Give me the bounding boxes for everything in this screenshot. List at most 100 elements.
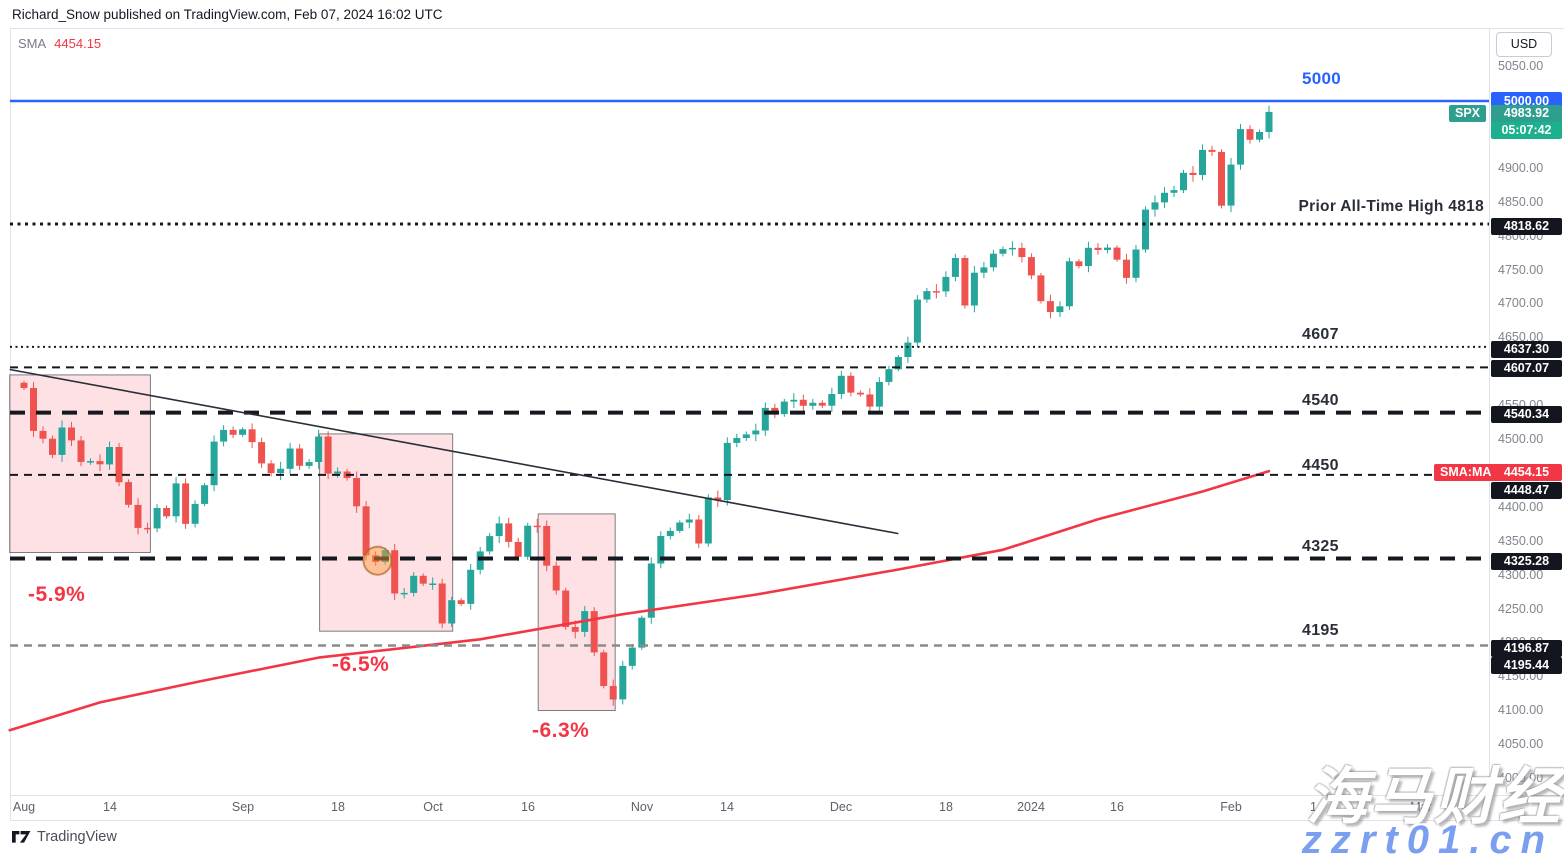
candle-down [39, 430, 47, 439]
candle-down [296, 448, 304, 466]
watermark-chinese: 海马财经 [1305, 763, 1562, 832]
candle-down [391, 550, 399, 594]
price-tick: 4400.00 [1498, 499, 1544, 514]
candle-down [115, 447, 123, 483]
candle-up [761, 407, 769, 431]
currency-button[interactable]: USD [1496, 32, 1552, 57]
price-tick: 4250.00 [1498, 601, 1544, 616]
candle-up [58, 427, 66, 455]
annotation-4450: 4450 [1302, 457, 1339, 474]
candle-up [942, 276, 950, 292]
candle-up [1084, 247, 1092, 267]
time-axis[interactable]: Aug 14 Sep 18 Oct 16 Nov 14 Dec 18 2024 16 Feb 14 Mar [0, 796, 1564, 820]
candle-up [752, 430, 760, 435]
annotation-4540: 4540 [1302, 392, 1339, 409]
candle-down [68, 427, 75, 441]
sma-line [8, 469, 1271, 732]
candle-up [476, 551, 484, 570]
candle-down [856, 392, 864, 395]
candle-up [619, 665, 627, 700]
candle-down [258, 442, 266, 464]
candle-up [828, 394, 836, 406]
candle-up [913, 299, 921, 343]
candle-up [486, 536, 494, 552]
time-label: 16 [521, 800, 535, 814]
candle-up [467, 569, 475, 604]
candle-up [495, 523, 503, 537]
candle-up [277, 468, 285, 474]
candle-up [885, 369, 893, 382]
drawdown-box [319, 433, 454, 632]
price-tick: 4500.00 [1498, 432, 1544, 446]
indicator-legend[interactable]: SMA 4454.15 [18, 36, 101, 51]
sma-chip: SMA:MA [1434, 464, 1498, 481]
price-scale-separator[interactable] [1489, 28, 1490, 820]
tradingview-logo[interactable]: TradingView [12, 829, 117, 845]
candle-down [600, 652, 608, 686]
candle-down [1113, 247, 1121, 260]
drawdown-label-1: -5.9% [28, 583, 86, 606]
price-tick: 4100.00 [1498, 703, 1544, 718]
candle-down [438, 583, 446, 624]
candle-up [305, 462, 313, 466]
chart-top-border [10, 28, 1564, 29]
candle-up [904, 342, 912, 357]
candle-up [923, 291, 931, 300]
time-label: 14 [720, 800, 734, 814]
publish-info: Richard_Snow published on TradingView.co… [12, 7, 443, 22]
candle-down [571, 627, 579, 632]
time-label: 2024 [1017, 800, 1045, 814]
candle-up [429, 583, 437, 585]
candle-down [1027, 257, 1035, 276]
candle-down [77, 440, 85, 462]
last-price-label: 4983.92 [1491, 105, 1562, 122]
candle-down [20, 382, 28, 388]
watermark-url: zzrt01.cn [1301, 818, 1554, 857]
price-scale[interactable]: 5050.005000.004950.004900.004850.004800.… [1490, 28, 1564, 820]
candle-down [30, 388, 37, 431]
candle-down [248, 429, 256, 443]
candle-down [847, 375, 855, 393]
annotation-5000: 5000 [1302, 69, 1342, 88]
candle-down [182, 483, 190, 524]
time-label: 16 [1110, 800, 1124, 814]
candle-down [1218, 151, 1225, 206]
candle-up [951, 258, 959, 277]
candle-up [1161, 192, 1168, 203]
candle-up [220, 429, 228, 442]
price-label-4196: 4196.87 [1491, 640, 1562, 657]
footer-separator [10, 820, 1564, 821]
candle-down [1189, 172, 1197, 175]
candle-up [1132, 249, 1140, 278]
trendline [9, 368, 899, 535]
candle-down [1018, 247, 1026, 258]
price-tick: 4350.00 [1498, 533, 1544, 548]
candle-up [1008, 247, 1016, 250]
candle-down [514, 542, 522, 557]
candle-up [894, 357, 902, 370]
candle-down [1075, 261, 1083, 267]
candle-up [1199, 149, 1206, 175]
price-tick: 4650.00 [1498, 330, 1544, 345]
price-label-4637: 4637.30 [1491, 341, 1562, 358]
candle-down [609, 686, 617, 700]
drawdown-label-3: -6.3% [532, 719, 590, 742]
tradingview-icon [12, 831, 31, 843]
price-tick: 4700.00 [1498, 296, 1544, 311]
time-label: 18 [331, 800, 345, 814]
time-label: Sep [231, 800, 255, 814]
candle-down [1094, 247, 1102, 250]
candle-down [533, 525, 541, 528]
time-label: Nov [630, 800, 654, 814]
price-tick: 5050.00 [1498, 59, 1544, 74]
candle-down [505, 523, 513, 542]
chart-left-border [10, 28, 11, 820]
candle-down [125, 482, 132, 505]
time-label: Dec [829, 800, 853, 814]
price-label-4448: 4448.47 [1491, 482, 1562, 499]
drawdown-label-2: -6.5% [332, 653, 390, 676]
candle-down [714, 497, 722, 500]
price-label-4818: 4818.62 [1491, 218, 1562, 235]
candle-up [1065, 261, 1073, 307]
